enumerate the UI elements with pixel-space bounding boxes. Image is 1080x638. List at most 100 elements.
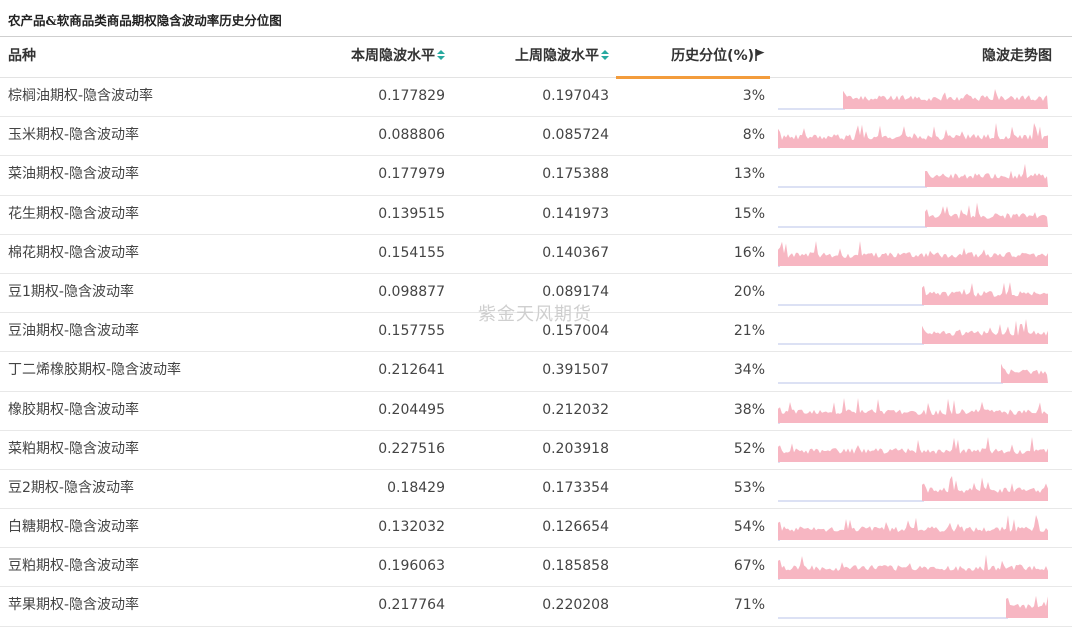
sparkline-area (778, 123, 1048, 149)
row-percentile: 52% (733, 440, 765, 457)
table-row[interactable]: 豆1期权-隐含波动率 0.098877 0.089174 20% (0, 274, 1072, 314)
table-body: 棕榈油期权-隐含波动率 0.177829 0.197043 3% 玉米期权-隐含波动率 0… (0, 78, 1072, 627)
row-percentile: 53% (733, 479, 765, 496)
table-header: 品种 本周隐波水平 上周隐波水平 历史分位(%) 隐波走势图 (0, 36, 1072, 79)
trend-sparkline (778, 436, 1048, 463)
row-current: 0.157755 (378, 323, 445, 340)
row-percentile: 21% (733, 323, 765, 340)
row-percentile: 15% (733, 205, 765, 222)
row-previous: 0.220208 (542, 597, 609, 614)
table-row[interactable]: 苹果期权-隐含波动率 0.217764 0.220208 71% (0, 587, 1072, 627)
row-current: 0.177979 (378, 166, 445, 183)
table-row[interactable]: 丁二烯橡胶期权-隐含波动率 0.212641 0.391507 34% (0, 352, 1072, 392)
sort-icon[interactable] (437, 48, 445, 62)
row-percentile: 16% (733, 244, 765, 261)
page-title: 农产品&软商品类商品期权隐含波动率历史分位图 (8, 13, 282, 28)
trend-sparkline (778, 515, 1048, 541)
trend-sparkline (778, 397, 1048, 423)
row-current: 0.177829 (378, 88, 445, 104)
trend-sparkline (778, 240, 1048, 267)
row-name: 豆1期权-隐含波动率 (8, 283, 134, 300)
row-name: 豆油期权-隐含波动率 (8, 323, 140, 340)
trend-sparkline (778, 554, 1048, 580)
table-row[interactable]: 豆2期权-隐含波动率 0.18429 0.173354 53% (0, 470, 1072, 510)
row-name: 棉花期权-隐含波动率 (8, 244, 140, 261)
row-percentile: 38% (733, 401, 765, 418)
row-current: 0.227516 (378, 440, 445, 457)
trend-sparkline (778, 596, 1048, 619)
row-previous: 0.157004 (542, 323, 609, 340)
trend-sparkline (778, 89, 1048, 110)
row-name: 菜粕期权-隐含波动率 (8, 440, 140, 457)
header-name: 品种 (8, 48, 36, 64)
row-percentile: 67% (733, 558, 765, 575)
row-name: 棕榈油期权-隐含波动率 (8, 88, 154, 104)
table-row[interactable]: 橡胶期权-隐含波动率 0.204495 0.212032 38% (0, 392, 1072, 431)
sparkline-area (922, 319, 1048, 345)
row-name: 橡胶期权-隐含波动率 (8, 401, 140, 418)
table-row[interactable]: 豆粕期权-隐含波动率 0.196063 0.185858 67% (0, 548, 1072, 588)
row-current: 0.154155 (378, 244, 445, 261)
sparkline-area (925, 202, 1048, 227)
sparkline-area (1001, 364, 1048, 384)
trend-sparkline (778, 364, 1048, 384)
row-name: 菜油期权-隐含波动率 (8, 166, 140, 183)
sparkline-area (778, 515, 1048, 541)
table-row[interactable]: 白糖期权-隐含波动率 0.132032 0.126654 54% (0, 509, 1072, 549)
header-previous-label: 上周隐波水平 (515, 48, 599, 64)
row-name: 豆粕期权-隐含波动率 (8, 558, 140, 575)
row-percentile: 34% (733, 362, 765, 379)
row-percentile: 8% (742, 127, 765, 144)
trend-sparkline (778, 123, 1048, 149)
table-row[interactable]: 菜油期权-隐含波动率 0.177979 0.175388 13% (0, 156, 1072, 196)
row-current: 0.204495 (378, 401, 445, 418)
header-current-label: 本周隐波水平 (351, 48, 435, 64)
row-previous: 0.391507 (542, 362, 609, 379)
sparkline-area (922, 475, 1048, 501)
table-row[interactable]: 棕榈油期权-隐含波动率 0.177829 0.197043 3% (0, 78, 1072, 118)
row-current: 0.098877 (378, 283, 445, 300)
row-current: 0.132032 (378, 519, 445, 536)
trend-sparkline (778, 282, 1048, 306)
trend-sparkline (778, 475, 1048, 502)
table-row[interactable]: 花生期权-隐含波动率 0.139515 0.141973 15% (0, 196, 1072, 235)
row-name: 玉米期权-隐含波动率 (8, 127, 140, 144)
sort-icon[interactable] (601, 48, 609, 62)
row-name: 丁二烯橡胶期权-隐含波动率 (8, 362, 182, 379)
trend-sparkline (778, 319, 1048, 345)
row-previous: 0.140367 (542, 244, 609, 261)
trend-sparkline (778, 164, 1048, 188)
table-row[interactable]: 菜粕期权-隐含波动率 0.227516 0.203918 52% (0, 431, 1072, 470)
row-previous: 0.185858 (542, 558, 609, 575)
row-previous: 0.173354 (542, 479, 609, 496)
row-name: 白糖期权-隐含波动率 (8, 519, 140, 536)
header-previous-sort[interactable]: 上周隐波水平 (515, 37, 609, 75)
row-previous: 0.085724 (542, 127, 609, 144)
row-percentile: 71% (733, 597, 765, 614)
sparkline-area (778, 554, 1048, 580)
header-percentile-sort[interactable]: 历史分位(%) (671, 37, 765, 75)
row-previous: 0.203918 (542, 440, 609, 457)
row-percentile: 54% (733, 519, 765, 536)
table-row[interactable]: 玉米期权-隐含波动率 0.088806 0.085724 8% (0, 117, 1072, 157)
row-current: 0.217764 (378, 597, 445, 614)
sparkline-area (778, 397, 1048, 423)
row-current: 0.088806 (378, 127, 445, 144)
sparkline-area (843, 89, 1048, 109)
header-current-sort[interactable]: 本周隐波水平 (351, 37, 445, 75)
row-name: 豆2期权-隐含波动率 (8, 479, 134, 496)
row-previous: 0.126654 (542, 519, 609, 536)
row-percentile: 20% (733, 283, 765, 300)
trend-sparkline (778, 202, 1048, 228)
sparkline-area (778, 240, 1048, 266)
sparkline-area (922, 282, 1048, 305)
sort-flag-icon[interactable] (755, 49, 765, 61)
table-row[interactable]: 豆油期权-隐含波动率 0.157755 0.157004 21% (0, 313, 1072, 353)
header-percentile-label: 历史分位(%) (671, 48, 754, 64)
row-percentile: 13% (733, 166, 765, 183)
row-percentile: 3% (742, 88, 765, 104)
header-trend: 隐波走势图 (982, 48, 1052, 64)
sparkline-area (778, 436, 1048, 462)
table-row[interactable]: 棉花期权-隐含波动率 0.154155 0.140367 16% (0, 235, 1072, 274)
row-name: 花生期权-隐含波动率 (8, 205, 140, 222)
